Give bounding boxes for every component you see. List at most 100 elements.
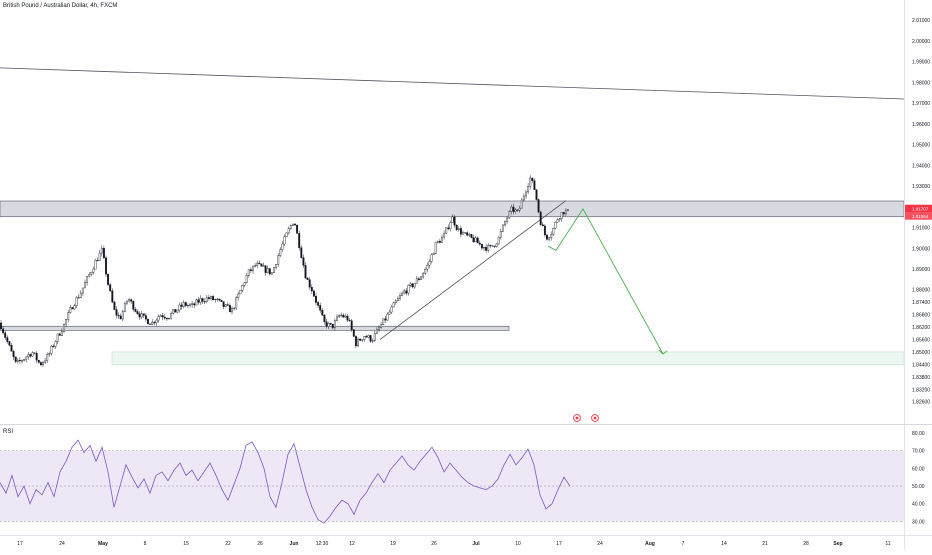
candle-body (243, 282, 246, 286)
candle-body (546, 234, 548, 240)
candle-body (0, 322, 2, 330)
candle-body (199, 298, 202, 303)
candle-body (10, 344, 13, 352)
candle-body (105, 257, 107, 275)
candle-body (123, 302, 126, 312)
candle-body (54, 341, 57, 347)
price-tick-label: 1.98000 (912, 80, 930, 86)
candle-body (306, 277, 309, 280)
candle-body (231, 308, 233, 313)
candle-body (111, 290, 114, 303)
candle-body (195, 299, 198, 306)
candle-body (222, 301, 225, 307)
candle-body (37, 360, 40, 363)
price-tick-label: 1.86200 (912, 325, 930, 331)
candle-body (562, 212, 565, 215)
candle-body (329, 323, 332, 325)
candle-body (363, 336, 366, 340)
candle-body (342, 314, 345, 318)
candle-body (560, 212, 563, 219)
candle-body (21, 360, 23, 362)
candle-body (453, 216, 456, 226)
candle-body (277, 255, 280, 265)
candle-body (184, 302, 187, 306)
candle-body (447, 227, 450, 230)
candle-body (136, 311, 139, 314)
candle-body (264, 265, 267, 273)
rsi-tick-label: 70.00 (912, 449, 925, 455)
candle-body (535, 189, 538, 200)
candle-body (302, 257, 305, 266)
pane-separator[interactable] (0, 424, 932, 425)
candle-body (537, 199, 540, 213)
candle-body (268, 268, 271, 275)
candle-body (331, 324, 334, 329)
time-tick-label: 26 (431, 541, 437, 547)
candle-body (310, 286, 313, 292)
candle-body (296, 224, 299, 234)
rsi-tick-label: 50.00 (912, 484, 925, 490)
candle-body (90, 272, 93, 275)
candle-body (233, 307, 236, 309)
candle-body (6, 337, 9, 342)
candle-body (531, 177, 534, 181)
candle-body (65, 319, 68, 325)
candle-body (525, 191, 527, 197)
candle-body (462, 232, 464, 235)
candle-body (312, 290, 315, 297)
candle-body (487, 245, 490, 251)
candle-body (228, 305, 231, 313)
candle-body (291, 223, 294, 226)
time-tick-label: 28 (803, 541, 809, 547)
candle-body (235, 297, 238, 309)
candle-body (529, 177, 532, 187)
candle-body (401, 292, 404, 296)
candle-body (556, 219, 559, 223)
candle-body (134, 309, 137, 312)
price-tick-label: 1.94000 (912, 163, 930, 169)
candle-body (396, 298, 399, 302)
candle-body (346, 315, 349, 321)
candle-body (348, 319, 351, 322)
candle-body (430, 254, 433, 262)
price-tick-label: 1.87400 (912, 300, 930, 306)
candle-body (67, 312, 70, 320)
candle-body (527, 186, 530, 193)
candle-body (449, 222, 452, 230)
economic-event-icon-dot (575, 416, 579, 420)
price-axis-border (904, 0, 905, 550)
candle-body (86, 276, 89, 283)
time-tick-label: Aug (645, 541, 655, 547)
price-tick-label: 2.01000 (912, 18, 930, 24)
candle-body (157, 316, 160, 321)
trendline-ascending-support (379, 200, 567, 340)
price-tick-label: 1.90000 (912, 246, 930, 252)
exchange-label: FXCM (100, 3, 118, 9)
candle-body (432, 253, 435, 256)
candle-body (220, 300, 223, 302)
candle-body (315, 296, 317, 303)
candle-body (443, 233, 446, 238)
candle-body (336, 316, 338, 321)
candle-body (411, 283, 414, 288)
candle-body (189, 304, 191, 306)
candle-body (365, 336, 368, 338)
candle-body (308, 279, 311, 288)
time-tick-label: 21 (762, 541, 768, 547)
candle-body (514, 209, 517, 212)
rsi-tick-label: 80.00 (912, 431, 925, 437)
candle-body (39, 362, 42, 366)
time-tick-label: 26 (257, 541, 263, 547)
candle-body (438, 240, 441, 243)
candle-body (390, 306, 393, 313)
candle-body (466, 232, 469, 236)
price-tick-label: 1.95000 (912, 143, 930, 149)
price-tick-label: 1.83800 (912, 375, 930, 381)
chart-title: British Pound / Australian Dollar, 4h, F… (3, 3, 118, 9)
candle-body (483, 246, 485, 249)
candle-body (151, 321, 154, 325)
candle-body (357, 338, 359, 347)
candle-body (491, 245, 494, 247)
